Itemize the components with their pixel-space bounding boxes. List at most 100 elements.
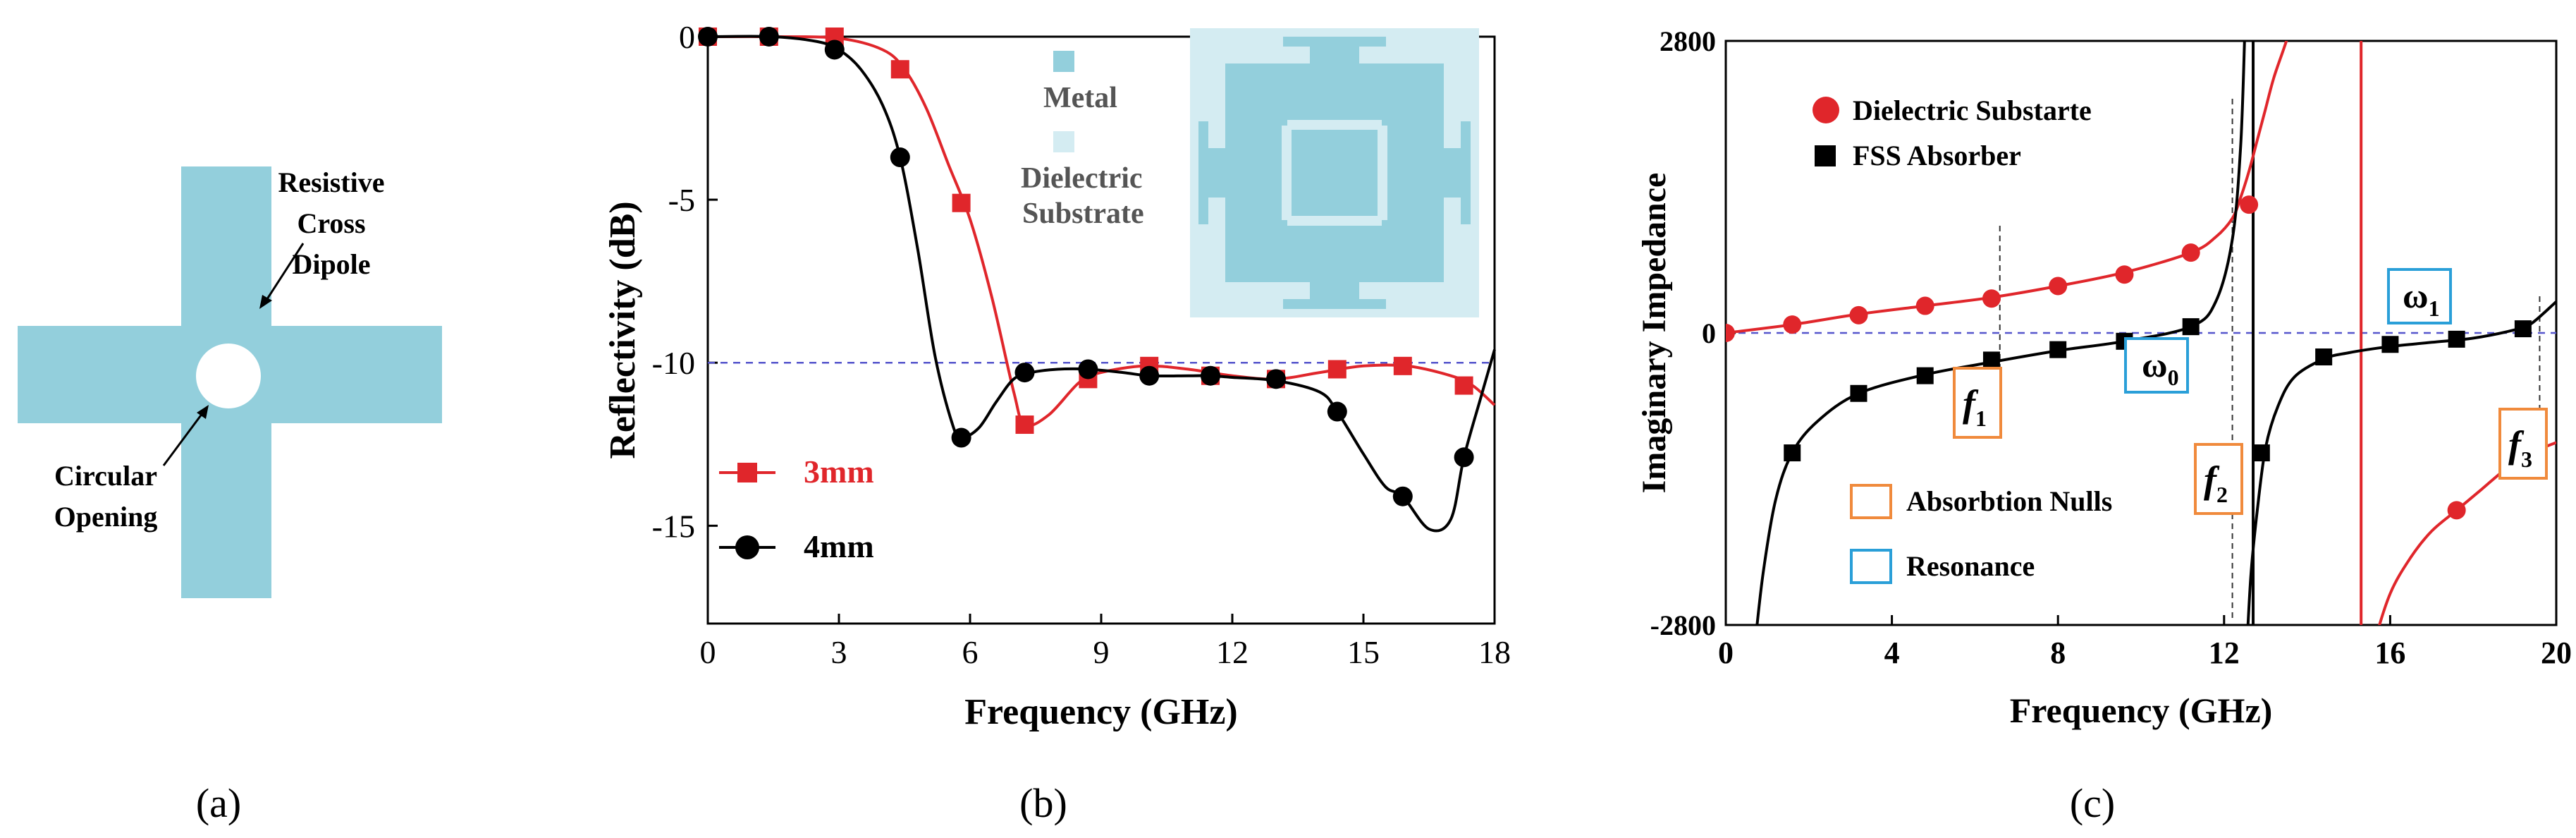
- x-tick-label-b: 18: [1478, 634, 1511, 670]
- marker-4mm: [759, 27, 779, 47]
- circular-opening-arrowhead: [197, 405, 209, 419]
- legend-metal-swatch: [1053, 51, 1074, 72]
- x-tick-label-c: 16: [2374, 636, 2405, 670]
- x-tick-label-b: 6: [962, 634, 979, 670]
- svg-text:f3: f3: [2508, 423, 2532, 472]
- svg-text:Resistive: Resistive: [278, 166, 384, 198]
- marker-4mm: [951, 427, 971, 448]
- cross-dipole-arrowhead: [259, 295, 272, 309]
- marker-4mm: [1139, 365, 1160, 386]
- marker-3mm: [1327, 360, 1347, 379]
- legend-fss-label: FSS Absorber: [1853, 140, 2021, 171]
- marker-3mm: [890, 60, 909, 79]
- marker-dielectric-substarte: [1726, 324, 1735, 342]
- legend-3mm-marker: [737, 463, 757, 482]
- marker-fss-absorber-branch-2: [2448, 330, 2465, 348]
- svg-text:f2: f2: [2204, 459, 2228, 507]
- marker-dielectric-substarte: [1783, 315, 1802, 334]
- marker-dielectric-substarte: [2049, 277, 2068, 296]
- caption-b: (b): [1019, 780, 1067, 826]
- legend-dielectric-swatch: [1053, 131, 1074, 152]
- svg-text:ω1: ω1: [2403, 276, 2440, 321]
- marker-4mm: [1266, 369, 1286, 389]
- y-tick-label-b: -15: [652, 508, 695, 544]
- marker-dielectric-substarte: [1849, 305, 1868, 324]
- x-axis-label-c: Frequency (GHz): [2010, 691, 2273, 730]
- marker-dielectric-substarte: [2181, 243, 2200, 262]
- x-axis-label-b: Frequency (GHz): [964, 692, 1238, 732]
- caption-c: (c): [2070, 780, 2115, 826]
- svg-text:f1: f1: [1963, 382, 1987, 431]
- legend-dielectric-label: Dielectric Substarte: [1853, 95, 2092, 126]
- cross-dipole-label: Resistive Cross Dipole: [278, 166, 384, 280]
- legend-resonance-box: [1850, 549, 1892, 584]
- marker-dielectric-substarte: [2115, 265, 2134, 284]
- marker-4mm: [1454, 447, 1474, 468]
- y-axis-label-b: Reflectivity (dB): [603, 201, 643, 459]
- legend-3mm-label: 3mm: [804, 454, 874, 490]
- y-tick-labels-c: 2800 0 -2800: [1650, 25, 1716, 641]
- legend-dielectric-label-2: Substrate: [1022, 198, 1144, 230]
- x-tick-labels-c: 0 4 8 12 16 20: [1718, 636, 2572, 670]
- f2-annotation: f2: [2194, 443, 2243, 515]
- marker-3mm: [1393, 356, 1412, 375]
- marker-3mm: [1454, 376, 1473, 395]
- marker-fss-absorber: [2182, 318, 2200, 336]
- caption-a: (a): [196, 780, 241, 826]
- cross-dipole-arrow: [263, 243, 305, 304]
- marker-fss-absorber: [1784, 444, 1801, 462]
- marker-4mm: [698, 27, 718, 47]
- x-tick-label-b: 15: [1347, 634, 1380, 670]
- y-tick-label-c: 0: [1702, 317, 1716, 349]
- x-tick-label-b: 0: [700, 634, 716, 670]
- omega1-annotation: ω1: [2387, 268, 2452, 324]
- inset-metal-pattern: [1198, 37, 1471, 309]
- y-tick-label-b: -10: [652, 345, 695, 381]
- svg-text:Cross: Cross: [297, 207, 365, 239]
- marker-4mm: [1078, 359, 1098, 379]
- marker-fss-absorber: [1982, 351, 2000, 369]
- marker-3mm: [1015, 415, 1034, 435]
- y-tick-label-b: 0: [679, 19, 695, 55]
- marker-4mm: [824, 40, 845, 60]
- legend-resonance-label: Resonance: [1906, 550, 2035, 582]
- f3-annotation: f3: [2498, 408, 2548, 480]
- y-tick-labels-b: 0 -5 -10 -15: [652, 19, 695, 544]
- circular-opening-arrow: [162, 410, 206, 466]
- x-tick-label-c: 12: [2209, 636, 2240, 670]
- legend-metal-label: Metal: [1043, 82, 1117, 114]
- legend-dielectric-label-1: Dielectric: [1021, 162, 1143, 195]
- x-tick-label-c: 20: [2541, 636, 2572, 670]
- axis-ticks-c: [1724, 40, 2558, 626]
- series-line-dielectric-substarte: [1726, 41, 2288, 334]
- legend-dielectric-marker: [1813, 97, 1839, 123]
- x-tick-label-c: 4: [1884, 636, 1900, 670]
- circular-opening-shape: [196, 344, 261, 408]
- plot-frame-c: [1724, 40, 2558, 626]
- vertical-lines-c: [2252, 41, 2363, 625]
- dashed-guides-c: [1999, 99, 2541, 621]
- marker-dielectric-substarte: [1915, 296, 1934, 315]
- panel-a-cross-dipole: Resistive Cross Dipole Circular Opening …: [18, 166, 442, 826]
- legend-absorption-box: [1850, 484, 1892, 519]
- series-group-c: [1726, 41, 2556, 625]
- legend-fss-marker: [1815, 145, 1836, 166]
- x-tick-label-c: 8: [2050, 636, 2066, 670]
- inset-unit-cell: [1190, 28, 1479, 317]
- marker-fss-absorber-branch-2: [2252, 444, 2270, 462]
- svg-text:Opening: Opening: [54, 501, 158, 533]
- marker-4mm: [1014, 363, 1035, 383]
- y-tick-label-b: -5: [668, 182, 695, 218]
- svg-text:Dipole: Dipole: [292, 248, 370, 280]
- legend-b: 3mm 4mm: [719, 454, 874, 564]
- y-tick-label-c: 2800: [1660, 25, 1716, 57]
- x-tick-label-c: 0: [1718, 636, 1734, 670]
- marker-dielectric-substarte-branch-2: [2447, 501, 2466, 520]
- marker-4mm: [1201, 365, 1220, 386]
- panel-b-reflectivity: 0 3 6 9 12 15 18 0 -5 -10 -15: [603, 19, 1511, 826]
- marker-dielectric-substarte: [1982, 289, 2001, 308]
- x-tick-labels-b: 0 3 6 9 12 15 18: [700, 634, 1511, 670]
- marker-fss-absorber: [2049, 341, 2067, 358]
- x-tick-label-b: 3: [831, 634, 847, 670]
